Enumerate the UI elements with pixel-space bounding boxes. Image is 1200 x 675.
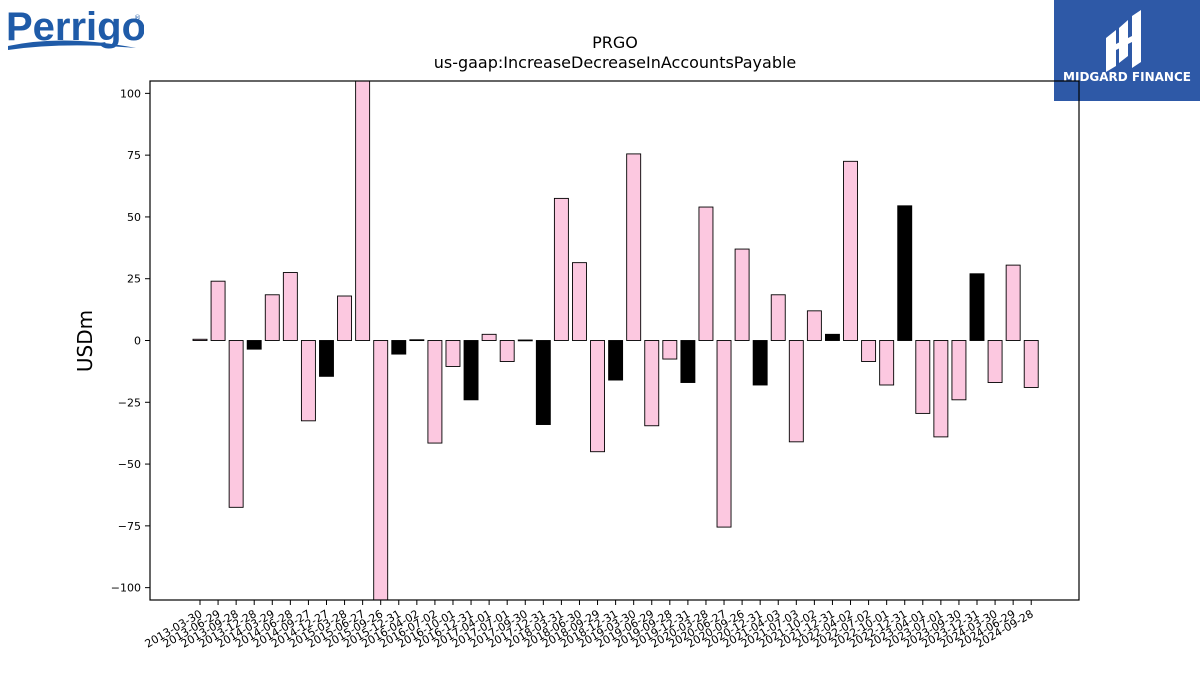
bar-2017-09-30: [517, 339, 533, 342]
y-tick-label: −75: [118, 520, 141, 533]
bar-2014-03-29: [264, 294, 280, 341]
bar-2018-09-29: [590, 340, 605, 453]
bar-series: [192, 80, 1039, 601]
midgard-emblem-icon: [1106, 10, 1141, 72]
bar-2018-03-31: [553, 197, 569, 341]
bar-2022-12-31: [897, 205, 913, 341]
y-tick-label: −50: [118, 458, 141, 471]
bar-2017-04-01: [481, 333, 497, 341]
bar-2022-04-02: [843, 160, 858, 341]
perrigo-logo: Perrigo ®: [4, 2, 146, 60]
y-axis: −100 −75 −50 −25 0 25 50 75 100: [111, 87, 150, 595]
bar-2023-12-31: [969, 273, 985, 341]
bar-2013-03-30: [192, 338, 208, 341]
bar-2015-03-28: [337, 295, 353, 341]
y-axis-label: USDm: [73, 310, 97, 372]
bar-2013-06-29: [210, 280, 226, 341]
y-tick-label: 25: [127, 273, 141, 286]
bar-2024-09-28: [1023, 340, 1039, 388]
bar-2021-12-31: [825, 333, 840, 341]
bar-2023-04-01: [915, 340, 931, 414]
bar-2020-06-27: [716, 340, 732, 528]
bar-2014-09-27: [300, 340, 316, 422]
bar-2018-12-31: [608, 340, 624, 381]
bar-2020-09-26: [734, 248, 750, 341]
bar-2019-12-31: [680, 340, 696, 383]
bar-2019-09-28: [662, 340, 678, 360]
bar-2014-12-27: [319, 340, 334, 377]
perrigo-swoosh-icon: [8, 40, 136, 50]
bar-2017-07-01: [499, 340, 515, 362]
y-tick-label: 75: [127, 149, 141, 162]
y-tick-label: 50: [127, 211, 141, 224]
y-tick-label: −100: [111, 582, 141, 595]
bar-2021-07-03: [788, 340, 804, 443]
bar-2022-07-02: [861, 340, 877, 362]
midgard-wordmark: MIDGARD FINANCE: [1063, 70, 1191, 84]
bar-2019-06-29: [644, 340, 660, 427]
bar-2019-03-30: [626, 153, 642, 341]
bar-2024-06-29: [1005, 264, 1021, 341]
plot-frame: [149, 80, 1080, 601]
bar-2016-10-01: [445, 340, 461, 367]
y-tick-label: 100: [120, 87, 141, 100]
bar-2016-07-02: [427, 340, 443, 444]
bar-2016-12-31: [463, 340, 479, 401]
bar-2017-12-31: [535, 340, 551, 425]
bar-2016-04-02: [409, 339, 425, 342]
bar-2023-07-01: [933, 340, 949, 438]
bar-2023-09-30: [951, 340, 967, 401]
bar-2022-10-01: [879, 340, 895, 386]
y-tick-label: 0: [134, 335, 141, 348]
midgard-finance-logo: MIDGARD FINANCE: [1054, 0, 1200, 101]
x-axis: 2013-03-302013-06-292013-09-282013-12-28…: [143, 600, 1036, 651]
y-tick-label: −25: [118, 396, 141, 409]
bar-2020-03-28: [698, 206, 714, 341]
bar-2013-09-28: [228, 340, 244, 508]
chart-subtitle: us-gaap:IncreaseDecreaseInAccountsPayabl…: [434, 53, 797, 72]
bar-2015-06-27: [355, 80, 371, 341]
bar-2021-10-02: [806, 310, 822, 341]
bar-2014-06-28: [282, 272, 298, 341]
bar-2020-12-31: [752, 340, 768, 386]
bar-2015-12-31: [391, 340, 407, 355]
chart-title: PRGO: [592, 33, 638, 52]
bar-2018-06-30: [572, 262, 587, 341]
svg-text:®: ®: [134, 14, 141, 22]
bar-2024-03-30: [987, 340, 1003, 383]
bar-2013-12-28: [246, 340, 262, 350]
bar-2021-04-03: [770, 294, 786, 341]
bar-2015-09-26: [373, 340, 389, 601]
